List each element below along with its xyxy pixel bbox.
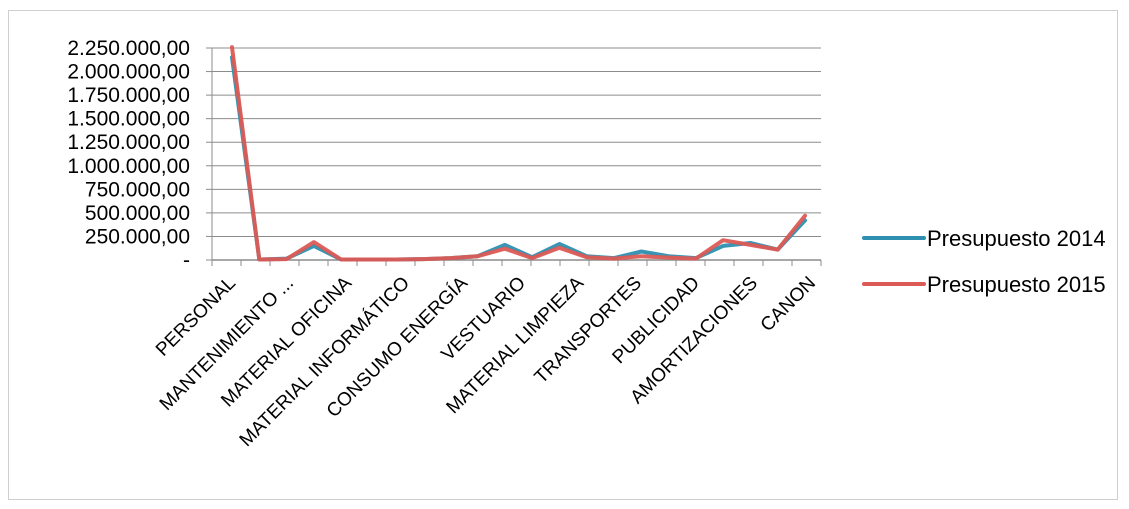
legend-label-2: Presupuesto 2015 <box>927 272 1106 297</box>
x-tick-label: CANON <box>757 273 820 336</box>
y-tick-label: 1.750.000,00 <box>67 84 190 107</box>
series-line-2 <box>230 45 807 262</box>
legend: Presupuesto 2014 Presupuesto 2015 <box>862 226 1106 297</box>
y-tick-label: 250.000,00 <box>85 225 190 248</box>
y-tick-label: 500.000,00 <box>85 202 190 225</box>
y-tick-label: 750.000,00 <box>85 178 190 201</box>
line-chart: -250.000,00500.000,00750.000,001.000.000… <box>67 37 1106 451</box>
chart-frame: -250.000,00 500.000,00 750.000,00 1.000.000… <box>8 10 1118 500</box>
y-tick-label: 1.250.000,00 <box>67 131 190 154</box>
y-tick-label: - <box>183 249 190 272</box>
y-axis: -250.000,00500.000,00750.000,001.000.000… <box>67 37 213 272</box>
y-tick-label: 2.000.000,00 <box>67 61 190 84</box>
gridlines <box>212 47 821 261</box>
legend-label-1: Presupuesto 2014 <box>927 226 1106 251</box>
y-tick-label: 2.250.000,00 <box>67 37 190 60</box>
series-lines <box>230 45 807 262</box>
series-line-1 <box>230 55 807 262</box>
y-tick-label: 1.000.000,00 <box>67 155 190 178</box>
x-tick-label: TRANSPORTES <box>531 273 646 388</box>
y-tick-label: 1.500.000,00 <box>67 108 190 131</box>
